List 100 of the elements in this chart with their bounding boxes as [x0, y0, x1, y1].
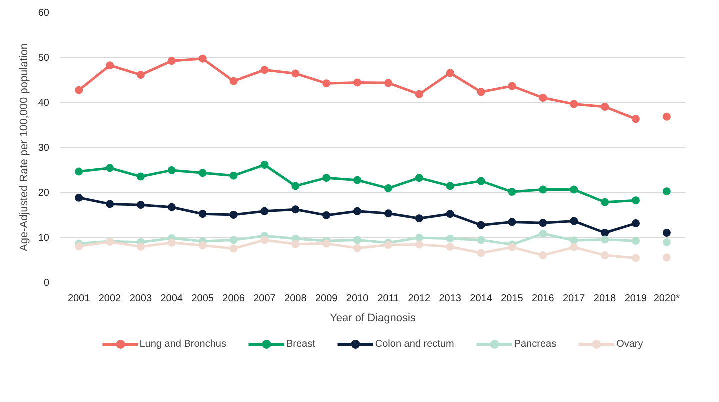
- y-tick-label: 20: [38, 188, 50, 199]
- y-tick-label: 60: [38, 8, 50, 19]
- x-tick-label: 2008: [284, 294, 308, 304]
- point: [570, 236, 578, 245]
- point: [106, 200, 114, 208]
- x-tick-label: 2010: [346, 294, 370, 304]
- point: [632, 220, 640, 228]
- point: [354, 176, 362, 184]
- legend-label: Ovary: [616, 338, 644, 350]
- point: [508, 243, 516, 252]
- point: [570, 100, 578, 108]
- point: [230, 244, 238, 253]
- x-axis-title: Year of Diagnosis: [330, 312, 416, 324]
- point: [570, 186, 578, 194]
- point: [384, 184, 392, 192]
- point: [539, 219, 548, 228]
- point: [446, 182, 454, 190]
- point: [570, 217, 578, 226]
- point: [477, 236, 486, 244]
- point: [508, 188, 516, 196]
- point: [539, 94, 548, 102]
- point: [230, 172, 238, 180]
- point: [292, 70, 300, 78]
- x-tick-label: 2006: [222, 294, 246, 304]
- point: [601, 229, 610, 237]
- point: [230, 211, 238, 219]
- x-tick-label: 2020*: [654, 294, 680, 304]
- x-tick-label: 2013: [439, 294, 462, 304]
- point: [539, 252, 548, 260]
- point: [508, 218, 516, 226]
- point: [632, 196, 640, 205]
- point: [384, 79, 392, 88]
- x-tick-label: 2001: [68, 294, 91, 304]
- point: [230, 77, 238, 86]
- point: [75, 242, 84, 250]
- point: [477, 88, 486, 96]
- point: [136, 172, 145, 181]
- point: [632, 254, 640, 262]
- point: [354, 78, 362, 87]
- x-tick-label: 2011: [378, 294, 400, 304]
- point: [601, 236, 610, 244]
- point: [384, 210, 392, 218]
- legend-label: Colon and rectum: [375, 338, 454, 350]
- point: [168, 166, 176, 174]
- point: [477, 249, 486, 258]
- point: [539, 230, 548, 238]
- point: [230, 236, 238, 244]
- point: [198, 169, 207, 178]
- x-tick-label: 2018: [594, 294, 617, 304]
- x-tick-label: 2004: [160, 294, 184, 304]
- point: [446, 69, 454, 78]
- point: [292, 182, 300, 190]
- point: [446, 210, 454, 218]
- point: [292, 240, 300, 248]
- y-tick-label: 0: [44, 278, 50, 289]
- y-tick-label: 40: [38, 98, 50, 109]
- point: [415, 90, 424, 98]
- point: [322, 174, 331, 182]
- point: [75, 86, 84, 94]
- point: [292, 206, 300, 214]
- x-tick-label: 2014: [470, 294, 493, 304]
- y-tick-label: 50: [38, 53, 50, 64]
- point: [601, 198, 610, 206]
- point: [260, 66, 269, 74]
- point: [198, 54, 207, 63]
- point: [322, 80, 331, 88]
- point: [136, 242, 145, 251]
- x-tick-label: 2017: [562, 294, 586, 304]
- point: [260, 161, 269, 170]
- x-tick-label: 2009: [315, 294, 338, 304]
- point: [384, 241, 392, 250]
- x-tick-label: 2016: [532, 294, 555, 304]
- point: [106, 164, 114, 172]
- y-tick-label: 30: [38, 143, 50, 154]
- x-tick-label: 2012: [408, 294, 431, 304]
- point: [168, 203, 176, 212]
- x-tick-label: 2015: [501, 294, 524, 304]
- point: [446, 234, 454, 243]
- point: [415, 174, 424, 182]
- point: [260, 207, 269, 216]
- y-tick-label: 10: [38, 233, 50, 244]
- x-tick-label: 2019: [624, 294, 648, 304]
- point: [446, 242, 454, 251]
- x-tick-label: 2007: [254, 294, 276, 304]
- point: [354, 244, 362, 252]
- point: [415, 234, 424, 242]
- x-tick-label: 2002: [98, 294, 122, 304]
- point: [136, 71, 145, 80]
- point: [136, 201, 145, 210]
- point: [322, 211, 331, 220]
- point: [415, 240, 424, 249]
- point: [632, 115, 640, 124]
- point: [354, 236, 362, 244]
- point: [168, 57, 176, 66]
- y-axis-title: Age-Adjusted Rate per 100,000 population: [18, 44, 30, 252]
- point: [106, 62, 114, 70]
- point: [260, 236, 269, 244]
- point: [198, 242, 207, 250]
- point: [632, 237, 640, 246]
- point: [477, 177, 486, 186]
